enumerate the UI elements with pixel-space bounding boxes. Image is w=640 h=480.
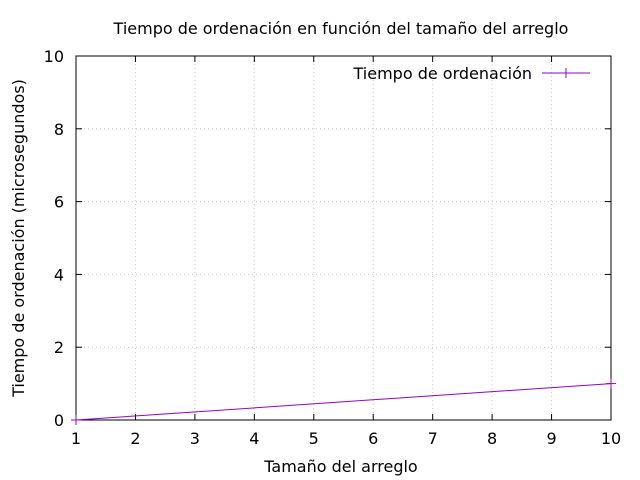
x-tick-labels: 1 2 3 4 5 6 7 8 9 10	[71, 429, 621, 448]
chart-title: Tiempo de ordenación en función del tama…	[113, 19, 569, 38]
x-tick-label: 2	[130, 429, 140, 448]
y-tick-label: 2	[54, 338, 64, 357]
y-tick-label: 10	[44, 47, 64, 66]
x-tick-label: 4	[249, 429, 259, 448]
legend: Tiempo de ordenación	[353, 64, 590, 83]
x-tick-label: 3	[190, 429, 200, 448]
x-tick-label: 5	[309, 429, 319, 448]
x-axis-label: Tamaño del arreglo	[263, 457, 417, 476]
plot-area-frame	[75, 55, 612, 421]
y-tick-label: 0	[54, 411, 64, 430]
legend-label: Tiempo de ordenación	[353, 64, 532, 83]
grid	[76, 56, 611, 420]
x-tick-label: 1	[71, 429, 81, 448]
y-tick-labels: 0 2 4 6 8 10	[44, 47, 64, 430]
y-tick-label: 4	[54, 265, 64, 284]
y-axis-label: Tiempo de ordenación (microsegundos)	[9, 79, 28, 398]
x-tick-label: 9	[546, 429, 556, 448]
x-tick-label: 8	[487, 429, 497, 448]
x-tick-label: 7	[428, 429, 438, 448]
series-layer	[71, 378, 616, 425]
y-tick-label: 8	[54, 120, 64, 139]
x-tick-label: 10	[601, 429, 621, 448]
x-tick-label: 6	[368, 429, 378, 448]
tick-marks	[75, 55, 612, 421]
y-tick-label: 6	[54, 193, 64, 212]
series-line	[75, 383, 612, 421]
